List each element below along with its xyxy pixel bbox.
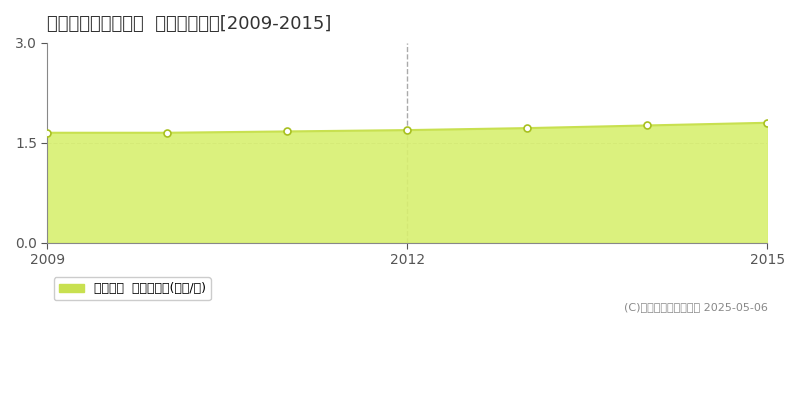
Legend: 土地価格  平均坪単価(万円/坪): 土地価格 平均坪単価(万円/坪) bbox=[54, 277, 210, 300]
Text: 朝倉郡筑前町大久保  土地価格推移[2009-2015]: 朝倉郡筑前町大久保 土地価格推移[2009-2015] bbox=[47, 15, 332, 33]
Text: (C)土地価格ドットコム 2025-05-06: (C)土地価格ドットコム 2025-05-06 bbox=[623, 302, 767, 312]
